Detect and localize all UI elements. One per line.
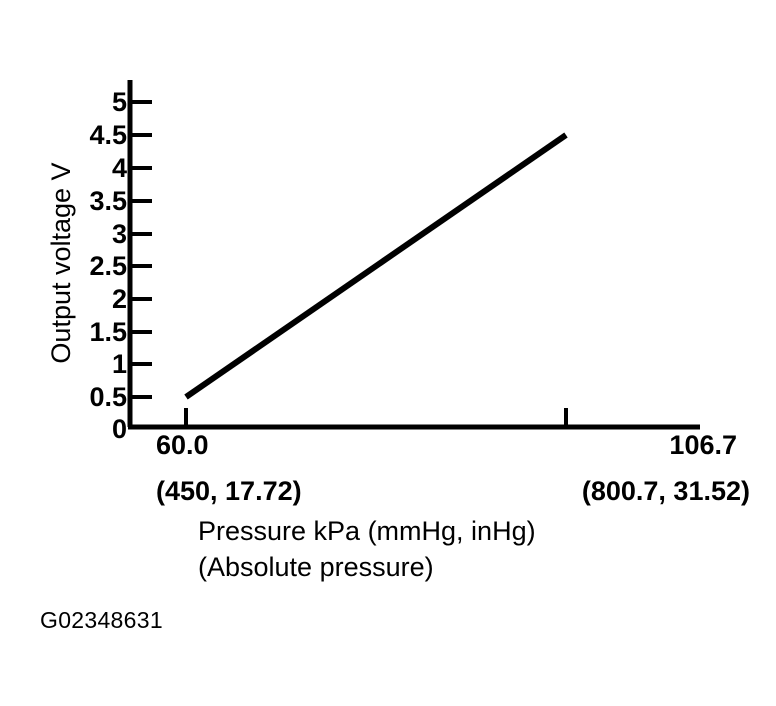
y-tick-label-2: 2: [111, 284, 127, 314]
figure-code: G02348631: [40, 607, 163, 633]
y-axis-tick-labels: 5 4.5 4 3.5 3 2.5 2 1.5 1 0.5 0: [0, 0, 127, 706]
x-axis-ticks: [184, 408, 568, 427]
x-axis-title-line2: (Absolute pressure): [198, 552, 434, 582]
y-tick-label-2.5: 2.5: [89, 251, 127, 281]
y-tick-label-1.5: 1.5: [89, 317, 127, 347]
y-tick-label-3.5: 3.5: [89, 186, 127, 216]
x-tick-label-group-right: 106.7 (800.7, 31.52): [300, 428, 750, 508]
y-tick-label-1: 1: [111, 349, 127, 379]
x-tick-sublabel-left: (450, 17.72): [156, 476, 302, 506]
y-tick-label-4.5: 4.5: [89, 120, 127, 150]
y-axis-ticks: [130, 100, 152, 399]
y-tick-label-3: 3: [111, 219, 127, 249]
x-tick-label-group-left: 60.0 (450, 17.72): [156, 428, 596, 508]
x-axis-title: Pressure kPa (mmHg, inHg) (Absolute pres…: [198, 513, 718, 585]
x-tick-label-kpa-left: 60.0: [156, 430, 209, 460]
y-tick-label-4: 4: [111, 153, 127, 183]
y-axis-title: Output voltage V: [46, 162, 76, 364]
data-line-output-voltage: [184, 132, 568, 400]
y-tick-label-0.5: 0.5: [89, 382, 127, 412]
x-axis-title-line1: Pressure kPa (mmHg, inHg): [198, 516, 536, 546]
y-tick-label-5: 5: [111, 87, 127, 117]
x-tick-sublabel-right: (800.7, 31.52): [581, 476, 750, 506]
x-tick-label-kpa-right: 106.7: [669, 430, 737, 460]
y-tick-label-0: 0: [111, 414, 127, 444]
